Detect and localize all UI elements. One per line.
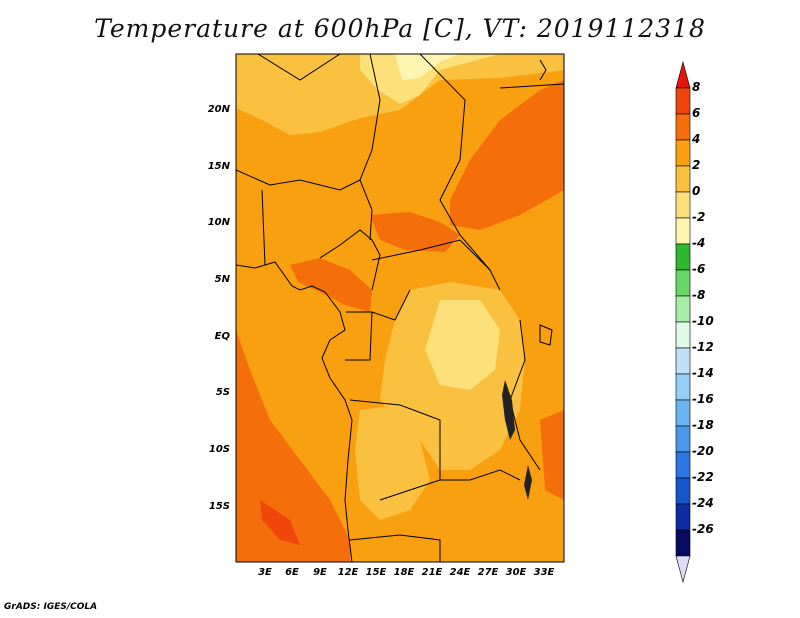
field-4-6-chad (370, 212, 460, 252)
colorbar-bottom-triangle (675, 555, 691, 584)
lon-label-30e: 30E (505, 567, 527, 578)
map-frame (235, 53, 565, 563)
temperature-field (236, 54, 564, 562)
border-benin (261, 189, 266, 266)
border-chad-niger (359, 54, 381, 241)
lon-label-18e: 18E (393, 567, 415, 578)
colorbar-label-neg12: -12 (692, 340, 714, 354)
lake-malawi (524, 465, 532, 500)
colorbar-swatch (675, 321, 691, 349)
border-congo (371, 289, 411, 321)
lat-label-5n: 5N (214, 274, 230, 285)
colorbar-swatch (675, 113, 691, 141)
lat-label-eq: EQ (214, 331, 230, 342)
border-car (371, 239, 501, 291)
colorbar-label-4: 4 (692, 132, 701, 146)
lon-label-33e: 33E (533, 567, 555, 578)
lon-label-21e: 21E (421, 567, 443, 578)
border-namibia (349, 534, 441, 562)
lat-label-15s: 15S (208, 501, 230, 512)
border-north-1 (257, 54, 341, 81)
field-6-8-southwest (260, 500, 300, 545)
border-chad-sudan (419, 54, 491, 271)
colorbar-label-2: 2 (692, 158, 701, 172)
colorbar-swatch (675, 425, 691, 453)
lon-label-24e: 24E (449, 567, 471, 578)
field-0-2-south (355, 405, 430, 520)
field-4-6-cameroon (290, 258, 372, 312)
colorbar-swatch (675, 373, 691, 401)
lon-label-3e: 3E (258, 567, 272, 578)
lon-label-9e: 9E (313, 567, 327, 578)
colorbar-label-6: 6 (692, 106, 701, 120)
lon-label-15e: 15E (365, 567, 387, 578)
colorbar-swatch (675, 347, 691, 375)
colorbar-swatch (675, 477, 691, 505)
colorbar-swatch (675, 399, 691, 427)
lon-label-6e: 6E (285, 567, 299, 578)
colorbar-label-neg20: -20 (692, 444, 714, 458)
colorbar-swatch (675, 243, 691, 271)
colorbar-label-neg16: -16 (692, 392, 714, 406)
colorbar-label-neg10: -10 (692, 314, 714, 328)
coastline (236, 261, 353, 562)
colorbar-swatch (675, 191, 691, 219)
field-neg4-neg2-north (395, 54, 460, 80)
border-zambia (440, 469, 521, 481)
field-neg2-0-north (360, 54, 500, 104)
colorbar-label-neg2: -2 (692, 210, 706, 224)
colorbar-swatch (675, 451, 691, 479)
colorbar-label-0: 0 (692, 184, 701, 198)
colorbar-label-neg6: -6 (692, 262, 706, 276)
lat-label-5s: 5S (215, 387, 230, 398)
colorbar-label-neg18: -18 (692, 418, 714, 432)
colorbar-swatch (675, 165, 691, 193)
lat-label-10n: 10N (207, 217, 230, 228)
colorbar (675, 60, 691, 584)
colorbar-top-triangle (675, 60, 691, 89)
lon-label-12e: 12E (337, 567, 359, 578)
colorbar-swatch (675, 217, 691, 245)
colorbar-label-neg26: -26 (692, 522, 714, 536)
colorbar-label-8: 8 (692, 80, 701, 94)
lake-victoria (539, 324, 553, 346)
colorbar-swatch (675, 269, 691, 297)
colorbar-label-neg24: -24 (692, 496, 714, 510)
field-4-6-east (540, 410, 564, 500)
lon-label-27e: 27E (477, 567, 499, 578)
border-gabon (345, 311, 373, 361)
colorbar-swatch (675, 529, 691, 557)
colorbar-label-neg14: -14 (692, 366, 714, 380)
border-nigeria-cameroon (319, 229, 381, 291)
colorbar-swatch (675, 503, 691, 531)
country-boundaries (236, 54, 564, 562)
colorbar-swatch (675, 139, 691, 167)
coast-red-sea (539, 59, 547, 81)
lat-label-20n: 20N (207, 104, 230, 115)
colorbar-swatch (675, 87, 691, 115)
colorbar-label-neg22: -22 (692, 470, 714, 484)
grads-credit: GrADS: IGES/COLA (4, 602, 98, 612)
colorbar-swatch (675, 295, 691, 323)
border-egypt (499, 83, 564, 89)
border-angola (349, 399, 441, 501)
field-4-6-northeast (450, 80, 564, 230)
lakes (502, 324, 553, 500)
border-sahel (236, 169, 361, 191)
field-neg2-0-central (425, 300, 500, 390)
colorbar-label-neg4: -4 (692, 236, 706, 250)
colorbar-label-neg8: -8 (692, 288, 706, 302)
lat-label-15n: 15N (207, 161, 230, 172)
chart-title: Temperature at 600hPa [C], VT: 201911231… (94, 14, 706, 43)
lake-tanganyika (502, 380, 515, 440)
lat-label-10s: 10S (208, 444, 230, 455)
